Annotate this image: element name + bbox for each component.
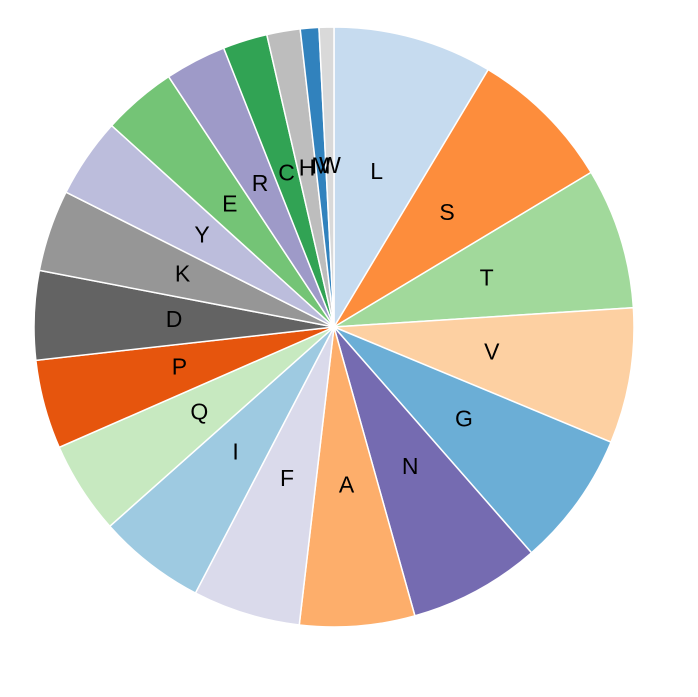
pie-slice <box>333 326 533 617</box>
slice-label: R <box>252 170 269 196</box>
slice-label: C <box>278 159 295 185</box>
slice-label: H <box>299 154 316 180</box>
slice-label: V <box>484 338 500 364</box>
slice-label: M <box>311 153 330 179</box>
slice-label: P <box>172 354 187 380</box>
slice-label: W <box>319 152 341 178</box>
pie-slice <box>333 26 490 330</box>
slice-label: F <box>280 465 294 491</box>
slice-label: E <box>222 191 237 217</box>
slice-label: N <box>402 453 419 479</box>
pie-slice <box>298 326 416 628</box>
pie-slice <box>333 171 635 328</box>
slice-label: D <box>166 306 183 332</box>
slice-label: K <box>175 261 191 287</box>
slice-label: A <box>339 472 355 498</box>
slices <box>33 26 635 628</box>
slice-label: S <box>439 199 454 225</box>
pie-slice <box>333 306 635 444</box>
slice-label: Y <box>194 222 209 248</box>
slice-label: T <box>480 264 494 290</box>
slice-label: Q <box>190 398 208 424</box>
pie-slice <box>318 26 335 328</box>
slice-label: L <box>370 158 383 184</box>
pie-slice <box>333 326 613 554</box>
slice-label: G <box>455 405 473 431</box>
pie-slice <box>333 68 593 328</box>
slice-label: I <box>232 438 238 464</box>
